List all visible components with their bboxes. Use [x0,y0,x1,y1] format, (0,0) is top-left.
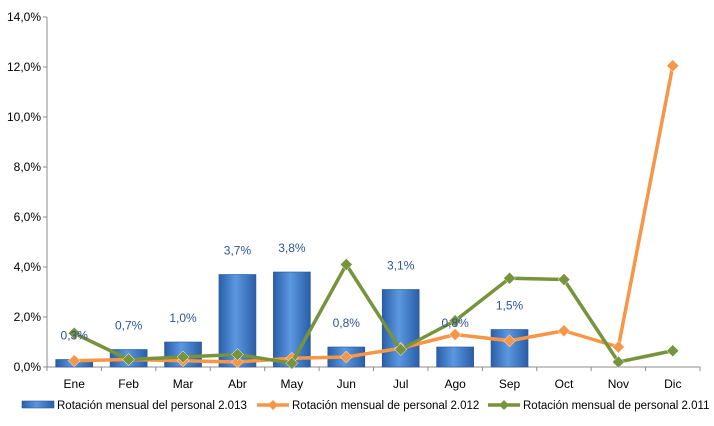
x-tick-label: Dic [664,377,681,391]
line-point [666,344,680,358]
y-tick-label: 10,0% [7,110,41,124]
line-point [448,328,462,341]
legend-label: Rotación mensual de personal 2.012 [292,400,479,412]
bar-data-label: 1,5% [496,299,524,313]
x-tick-label: Ene [64,377,86,391]
x-tick-label: Jul [393,377,408,391]
line-point [394,343,408,356]
line-point [339,258,353,271]
data-labels: 0,3% 0,7% 1,0% 3,7% 3,8% 0,8% 3,1% 0,8% 1,5% [61,241,524,343]
bar-data-label: 0,8% [333,316,361,330]
line-point [503,334,516,348]
y-axis-ticks: 0,0% 2,0% 4,0% 6,0% 8,0% 10,0% 12,0% 14,0% [7,10,47,374]
x-tick-label: Feb [118,377,139,391]
line-point [231,355,244,369]
legend-marker [268,400,278,410]
line-point [612,355,625,369]
line-point [285,356,299,370]
line-point [339,350,353,364]
line-point [67,354,81,368]
line-point [67,326,81,340]
bar-data-label: 3,8% [278,241,306,255]
y-tick-label: 4,0% [14,260,42,274]
legend-marker [499,400,509,410]
line-point [612,340,625,354]
bar-data-label: 0,8% [441,316,469,330]
line-point [557,273,571,286]
line-point [448,314,462,328]
y-tick-label: 2,0% [14,310,42,324]
line-point [176,350,190,364]
x-tick-label: Abr [228,377,247,391]
x-tick-label: Sep [499,377,521,391]
y-tick-label: 0,0% [14,360,42,374]
legend: Rotación mensual del personal 2.013 Rotac… [21,400,709,412]
line-point [666,59,680,73]
legend-label: Rotación mensual del personal 2.013 [57,400,247,412]
x-tick-label: Ago [444,377,466,391]
x-tick-label: Oct [555,377,574,391]
y-tick-label: 12,0% [7,60,41,74]
line-point [231,348,244,361]
y-tick-label: 6,0% [14,210,42,224]
line-point [557,324,571,338]
bar-data-label: 0,3% [61,329,89,343]
x-tick-label: May [281,377,304,391]
x-tick-label: Nov [608,377,629,391]
bar [436,346,474,368]
line-2 [73,262,674,365]
bar [273,271,311,368]
x-tick-label: Mar [173,377,194,391]
y-tick-label: 8,0% [14,160,42,174]
x-tick-label: Jun [337,377,356,391]
plot-area: 0,0% 2,0% 4,0% 6,0% 8,0% 10,0% 12,0% 14,0% Ene F… [7,10,701,391]
y-tick-label: 14,0% [7,10,41,24]
line-series [67,59,680,370]
legend-label: Rotación mensual de personal 2.011 [523,400,709,412]
x-axis-ticks: Ene Feb Mar Abr May Jun Jul Ago Sep Oct Nov Dic [46,367,701,391]
bar-data-label: 3,1% [387,259,415,273]
legend-swatch [21,400,55,409]
line-1 [74,65,675,364]
bar-data-label: 0,7% [115,319,143,333]
bar-data-label: 3,7% [224,244,252,258]
bar-data-label: 1,0% [169,311,197,325]
line-point [122,353,135,366]
line-point [503,271,516,285]
